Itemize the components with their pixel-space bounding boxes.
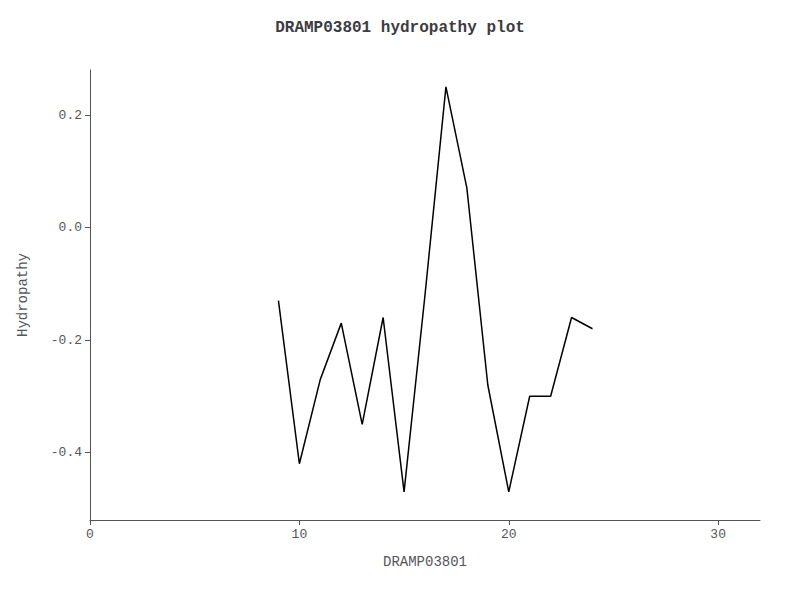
svg-text:0: 0 xyxy=(86,527,94,542)
svg-text:-0.2: -0.2 xyxy=(51,333,82,348)
svg-text:0.2: 0.2 xyxy=(59,108,82,123)
svg-text:-0.4: -0.4 xyxy=(51,445,82,460)
svg-text:20: 20 xyxy=(501,527,517,542)
svg-text:Hydropathy: Hydropathy xyxy=(15,253,31,337)
svg-text:DRAMP03801: DRAMP03801 xyxy=(383,554,467,570)
svg-text:30: 30 xyxy=(710,527,726,542)
svg-text:DRAMP03801 hydropathy plot: DRAMP03801 hydropathy plot xyxy=(275,19,525,37)
svg-text:0.0: 0.0 xyxy=(59,220,82,235)
svg-text:10: 10 xyxy=(292,527,308,542)
